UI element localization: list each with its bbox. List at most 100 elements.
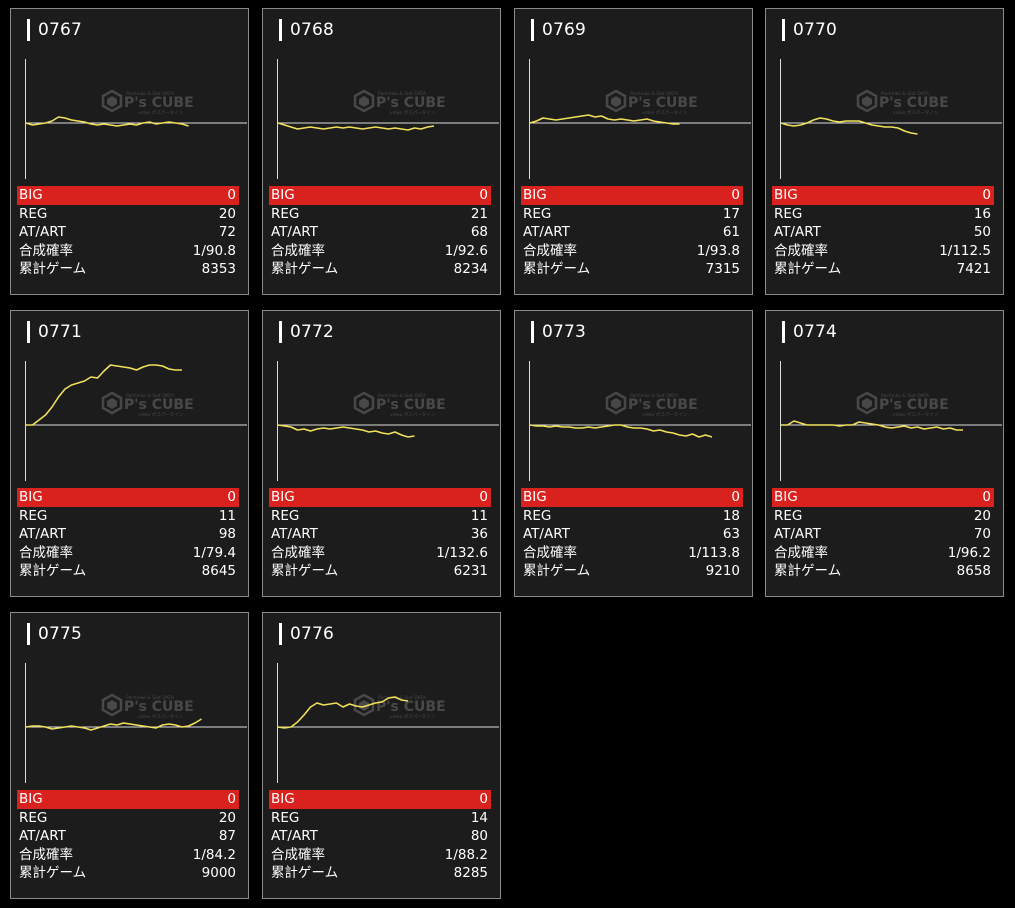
slump-graph-svg: P's CUBE Pachinko & Slot DATA video ポスパー… [277, 59, 499, 179]
cube-logo-inner-icon [611, 96, 621, 107]
machine-card-0769[interactable]: 0769 P's CUBE Pachinko & Slot DATA video… [514, 8, 753, 295]
machine-number: 0773 [542, 322, 587, 342]
header-accent-bar [27, 19, 30, 41]
slump-graph-svg: P's CUBE Pachinko & Slot DATA video ポスパー… [529, 59, 751, 179]
cube-logo-icon [101, 89, 123, 113]
stat-value-combined-rate: 1/112.5 [939, 242, 991, 259]
card-header: 0775 [27, 623, 82, 645]
stat-value-big: 0 [227, 791, 236, 807]
stat-label-at-art: AT/ART [271, 224, 318, 240]
machine-card-0771[interactable]: 0771 P's CUBE Pachinko & Slot DATA video… [10, 310, 249, 597]
cube-logo-icon [353, 89, 375, 113]
stat-row-total-games: 累計ゲーム 9000 [17, 864, 239, 883]
card-header: 0767 [27, 19, 82, 41]
stat-label-reg: REG [523, 507, 552, 524]
stats-table: BIG 0 REG 16 AT/ART 50 合成確率 1/112.5 累計ゲー… [772, 186, 994, 279]
stat-value-big: 0 [731, 489, 740, 505]
machine-card-0767[interactable]: 0767 P's CUBE Pachinko & Slot DATA video… [10, 8, 249, 295]
machine-card-0775[interactable]: 0775 P's CUBE Pachinko & Slot DATA video… [10, 612, 249, 899]
watermark-brand: P's CUBE [376, 95, 446, 111]
stat-value-at-art: 98 [218, 526, 236, 542]
stat-row-at-art: AT/ART 63 [521, 525, 743, 544]
slump-graph: P's CUBE Pachinko & Slot DATA video ポスパー… [277, 51, 499, 181]
cube-logo-inner-icon [862, 398, 872, 409]
stat-label-total-games: 累計ゲーム [774, 261, 842, 277]
stat-row-reg: REG 20 [772, 507, 994, 526]
stat-label-big: BIG [19, 489, 43, 505]
machine-card-0768[interactable]: 0768 P's CUBE Pachinko & Slot DATA video… [262, 8, 501, 295]
stats-table: BIG 0 REG 21 AT/ART 68 合成確率 1/92.6 累計ゲーム… [269, 186, 491, 279]
slump-graph-svg: P's CUBE Pachinko & Slot DATA video ポスパー… [25, 361, 247, 481]
stat-row-total-games: 累計ゲーム 8645 [17, 562, 239, 581]
stat-label-reg: REG [774, 205, 803, 222]
stat-value-reg: 21 [470, 205, 488, 222]
slump-line [780, 117, 918, 135]
header-accent-bar [279, 19, 282, 41]
slump-graph: P's CUBE Pachinko & Slot DATA video ポスパー… [25, 51, 247, 181]
stat-value-combined-rate: 1/96.2 [947, 544, 991, 561]
stat-row-at-art: AT/ART 70 [772, 525, 994, 544]
stat-label-reg: REG [271, 205, 300, 222]
machine-number: 0770 [793, 20, 838, 40]
stat-value-total-games: 6231 [453, 563, 488, 579]
stat-label-at-art: AT/ART [774, 224, 821, 240]
stat-row-combined-rate: 合成確率 1/88.2 [269, 846, 491, 865]
stat-label-reg: REG [271, 809, 300, 826]
stat-value-big: 0 [982, 187, 991, 203]
stat-value-reg: 14 [470, 809, 488, 826]
stat-label-at-art: AT/ART [19, 526, 66, 542]
stat-label-at-art: AT/ART [19, 828, 66, 844]
machine-card-0772[interactable]: 0772 P's CUBE Pachinko & Slot DATA video… [262, 310, 501, 597]
card-header: 0769 [531, 19, 586, 41]
watermark-brand: P's CUBE [879, 95, 949, 111]
stat-label-reg: REG [19, 205, 48, 222]
cube-logo-icon [856, 391, 878, 415]
stat-value-total-games: 8234 [453, 261, 488, 277]
slump-graph-svg: P's CUBE Pachinko & Slot DATA video ポスパー… [25, 663, 247, 783]
stat-row-big: BIG 0 [521, 488, 743, 507]
machine-card-0776[interactable]: 0776 P's CUBE Pachinko & Slot DATA video… [262, 612, 501, 899]
machine-card-0773[interactable]: 0773 P's CUBE Pachinko & Slot DATA video… [514, 310, 753, 597]
stat-row-total-games: 累計ゲーム 8658 [772, 562, 994, 581]
stat-label-at-art: AT/ART [19, 224, 66, 240]
watermark-brand: P's CUBE [628, 95, 698, 111]
stat-value-combined-rate: 1/90.8 [192, 242, 236, 259]
stat-row-reg: REG 18 [521, 507, 743, 526]
stat-value-reg: 11 [470, 507, 488, 524]
watermark-tagline: Pachinko & Slot DATA [126, 695, 175, 701]
cube-logo-inner-icon [611, 398, 621, 409]
watermark-logo: P's CUBE Pachinko & Slot DATA video ポスパー… [605, 391, 698, 418]
stat-label-total-games: 累計ゲーム [523, 563, 591, 579]
stats-table: BIG 0 REG 18 AT/ART 63 合成確率 1/113.8 累計ゲー… [521, 488, 743, 581]
slump-line [277, 122, 435, 131]
stat-row-total-games: 累計ゲーム 6231 [269, 562, 491, 581]
header-accent-bar [279, 321, 282, 343]
stat-value-combined-rate: 1/84.2 [192, 846, 236, 863]
card-header: 0770 [782, 19, 837, 41]
stat-row-at-art: AT/ART 36 [269, 525, 491, 544]
stat-value-at-art: 68 [470, 224, 488, 240]
stat-row-combined-rate: 合成確率 1/132.6 [269, 544, 491, 563]
stat-value-combined-rate: 1/88.2 [444, 846, 488, 863]
stat-row-total-games: 累計ゲーム 8234 [269, 260, 491, 279]
cube-logo-inner-icon [862, 96, 872, 107]
stat-row-at-art: AT/ART 80 [269, 827, 491, 846]
header-accent-bar [531, 19, 534, 41]
slump-line [277, 696, 409, 729]
stat-label-total-games: 累計ゲーム [774, 563, 842, 579]
stat-row-combined-rate: 合成確率 1/92.6 [269, 242, 491, 261]
stats-table: BIG 0 REG 11 AT/ART 36 合成確率 1/132.6 累計ゲー… [269, 488, 491, 581]
stat-label-combined-rate: 合成確率 [523, 242, 577, 259]
cube-logo-icon [605, 391, 627, 415]
machine-card-0770[interactable]: 0770 P's CUBE Pachinko & Slot DATA video… [765, 8, 1004, 295]
stat-label-reg: REG [19, 507, 48, 524]
watermark-logo: P's CUBE Pachinko & Slot DATA video ポスパー… [353, 693, 446, 720]
stat-label-at-art: AT/ART [523, 224, 570, 240]
stat-row-combined-rate: 合成確率 1/84.2 [17, 846, 239, 865]
stat-row-at-art: AT/ART 61 [521, 223, 743, 242]
stat-value-big: 0 [227, 489, 236, 505]
stat-row-total-games: 累計ゲーム 7315 [521, 260, 743, 279]
machine-card-0774[interactable]: 0774 P's CUBE Pachinko & Slot DATA video… [765, 310, 1004, 597]
machine-number: 0767 [38, 20, 83, 40]
stat-value-at-art: 80 [470, 828, 488, 844]
